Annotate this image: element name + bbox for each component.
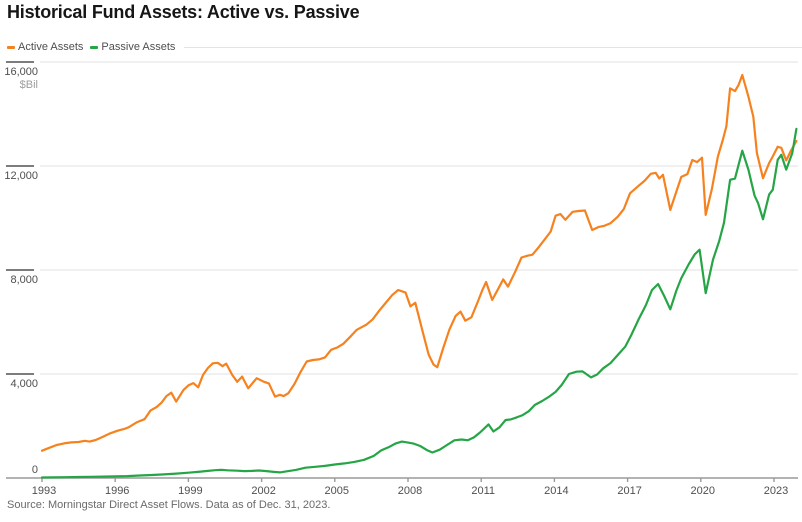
- x-tick-label: 2005: [325, 485, 349, 497]
- y-tick-label: 4,000: [10, 378, 38, 390]
- legend-swatch-active-icon: [7, 45, 15, 49]
- x-tick-label: 2008: [398, 485, 422, 497]
- legend-swatch-passive-icon: [90, 45, 99, 49]
- legend-label-passive: Passive Assets: [101, 41, 176, 53]
- chart-title: Historical Fund Assets: Active vs. Passi…: [7, 2, 360, 22]
- x-tick-label: 2017: [617, 485, 641, 497]
- x-tick-label: 1993: [32, 485, 56, 497]
- x-tick-label: 2014: [544, 485, 568, 497]
- passive-assets-line: [40, 127, 798, 479]
- x-tick-label: 2020: [691, 485, 715, 497]
- x-tick-label: 2002: [251, 485, 275, 497]
- x-tick-label: 1999: [178, 485, 202, 497]
- y-tick-label: 0: [32, 464, 38, 476]
- y-tick-label: 12,000: [4, 170, 38, 182]
- chart-legend: Active Assets Passive Assets: [7, 41, 802, 53]
- x-tick-label: 1996: [105, 485, 129, 497]
- y-tick-label: 8,000: [10, 274, 38, 286]
- x-tick-label: 2011: [471, 485, 495, 497]
- legend-label-active: Active Assets: [18, 41, 84, 53]
- active-assets-line: [40, 73, 798, 452]
- legend-divider: [184, 46, 802, 48]
- y-axis-unit-label: $Bil: [20, 79, 38, 91]
- source-note: Source: Morningstar Direct Asset Flows. …: [7, 499, 331, 511]
- legend-item-passive: Passive Assets: [90, 41, 175, 53]
- x-tick-label: 2023: [764, 485, 788, 497]
- legend-item-active: Active Assets: [7, 41, 83, 53]
- y-tick-label: 16,000: [4, 66, 38, 78]
